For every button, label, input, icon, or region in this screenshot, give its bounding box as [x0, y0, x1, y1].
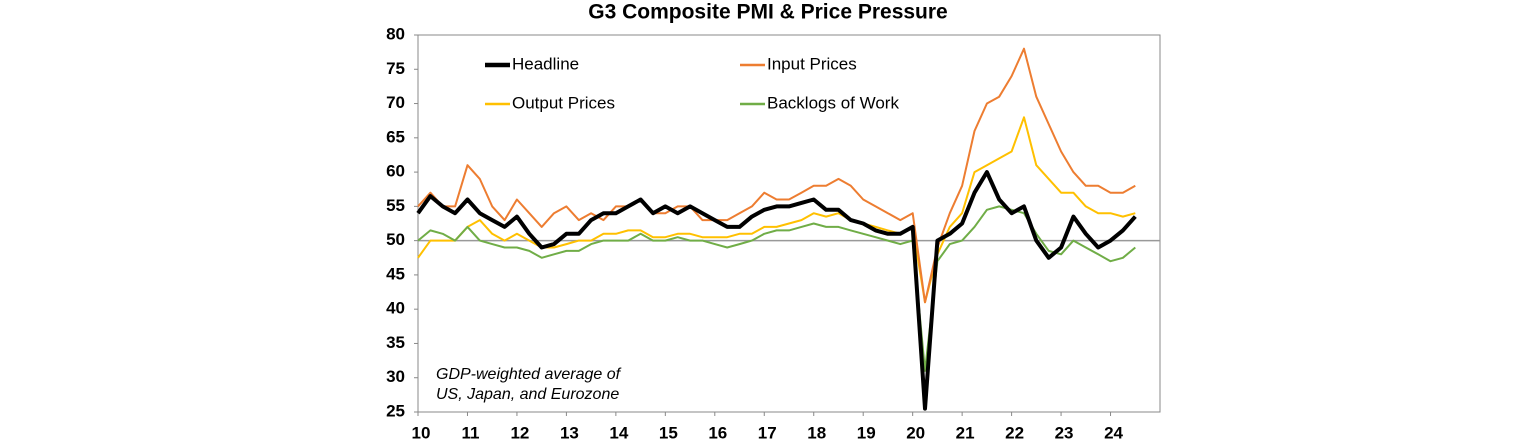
x-tick-label: 16 [708, 423, 727, 442]
legend-label: Backlogs of Work [767, 93, 899, 112]
y-tick-label: 45 [386, 264, 405, 283]
y-tick-label: 60 [386, 162, 405, 181]
y-tick-label: 80 [386, 24, 405, 43]
x-tick-label: 14 [609, 423, 628, 442]
legend-label: Input Prices [767, 54, 857, 73]
chart-title: G3 Composite PMI & Price Pressure [588, 1, 947, 24]
x-tick-label: 21 [956, 423, 975, 442]
legend-label: Headline [512, 54, 579, 73]
y-tick-label: 35 [386, 333, 405, 352]
x-tick-label: 13 [560, 423, 579, 442]
plot-frame [417, 34, 1161, 413]
y-tick-label: 55 [386, 196, 405, 215]
series-line [416, 170, 1137, 411]
y-tick-label: 50 [386, 230, 405, 249]
series-line [417, 47, 1136, 304]
y-tick-label: 75 [386, 59, 405, 78]
y-tick-label: 70 [386, 93, 405, 112]
x-tick-label: 10 [412, 423, 431, 442]
y-tick-label: 65 [386, 127, 405, 146]
x-tick-label: 15 [659, 423, 678, 442]
y-tick-label: 40 [386, 299, 405, 318]
x-tick-label: 23 [1055, 423, 1074, 442]
y-tick-label: 30 [386, 367, 405, 386]
annotation: GDP-weighted average of [436, 366, 622, 383]
y-tick-label: 25 [386, 401, 405, 420]
x-tick-label: 24 [1104, 423, 1123, 442]
legend-label: Output Prices [512, 93, 615, 112]
x-tick-label: 19 [857, 423, 876, 442]
x-tick-label: 17 [758, 423, 777, 442]
x-tick-label: 20 [906, 423, 925, 442]
x-tick-label: 12 [510, 423, 529, 442]
x-tick-label: 22 [1005, 423, 1024, 442]
x-tick-label: 11 [461, 423, 479, 442]
x-tick-label: 18 [807, 423, 826, 442]
annotation: US, Japan, and Eurozone [436, 386, 619, 403]
